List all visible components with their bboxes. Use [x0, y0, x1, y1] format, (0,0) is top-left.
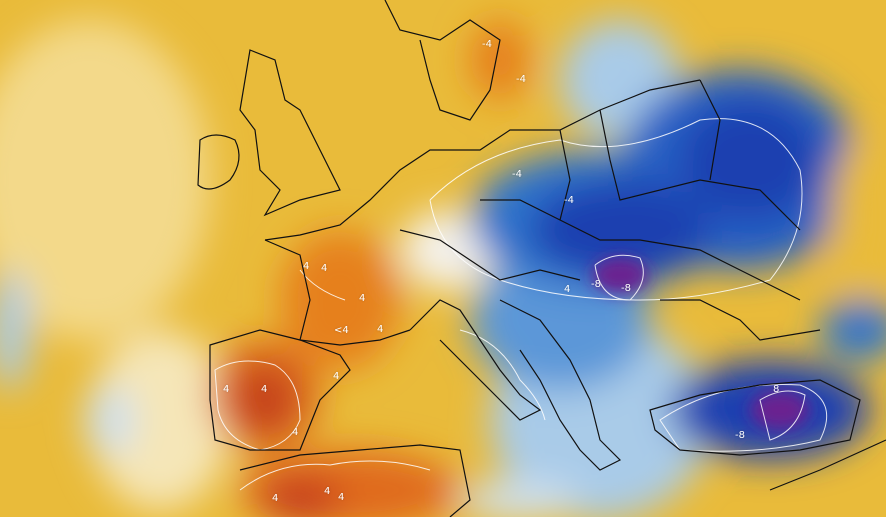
contour-label: 4: [223, 384, 230, 395]
contour-label: 4: [324, 486, 331, 497]
contour-label: 4: [261, 384, 268, 395]
iberia-outline: [209, 329, 351, 451]
britain-outline: [239, 49, 341, 217]
contour-label: 4: [333, 371, 340, 382]
contour-label: -8: [591, 279, 601, 290]
italy-outline: [409, 299, 542, 421]
contour-label: 4: [564, 284, 571, 295]
turkey-outline: [649, 379, 861, 456]
contour-label: 4: [272, 493, 279, 504]
contour-lines: [214, 118, 828, 491]
anomaly-shading: [0, 20, 886, 517]
balkans-outline: [499, 299, 622, 471]
ireland-outline: [197, 134, 240, 190]
country-borders: [197, 0, 886, 517]
scandinavia-outline: [384, 0, 501, 121]
contour-label: <4: [334, 325, 349, 336]
contour-label: 4: [292, 427, 299, 438]
contour-label: -4: [482, 39, 492, 50]
contour-label: 4: [338, 492, 345, 503]
contour-label: -4: [516, 74, 526, 85]
contour-label: 4: [321, 263, 328, 274]
contour-label: -8: [735, 430, 745, 441]
contour-label: 4: [359, 293, 366, 304]
contour-label: 4: [303, 261, 310, 272]
contour-label: -8: [621, 283, 631, 294]
contour-label: -4: [512, 169, 522, 180]
contour-label: -4: [564, 195, 574, 206]
contour-label: 4: [377, 324, 384, 335]
contour-label: 8: [773, 384, 780, 395]
